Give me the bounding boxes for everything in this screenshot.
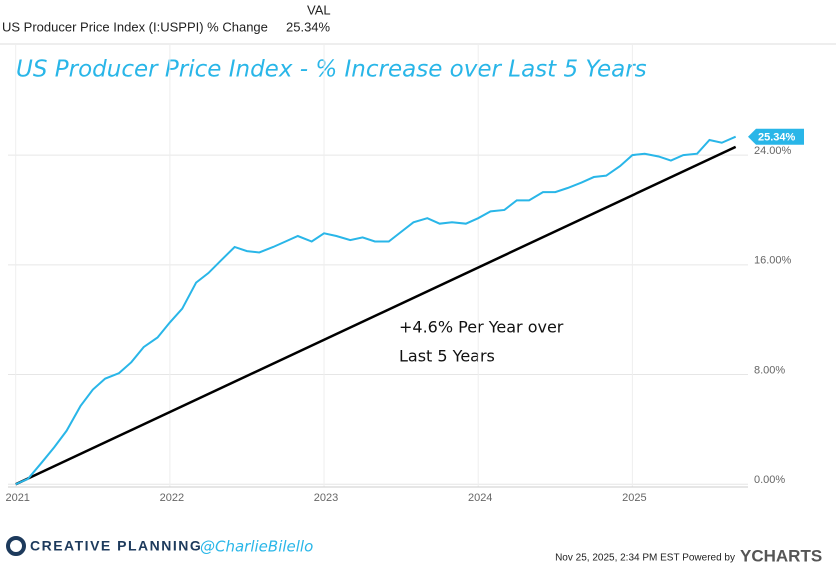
trend-line: [15, 145, 737, 486]
x-tick-label: 2023: [314, 492, 338, 504]
header-column: VAL: [307, 2, 331, 17]
x-tick-label: 2022: [160, 492, 184, 504]
timestamp: Nov 25, 2025, 2:34 PM EST Powered by: [555, 553, 735, 564]
annotation: Last 5 Years: [399, 347, 495, 366]
header-series: US Producer Price Index (I:USPPI) % Chan…: [2, 19, 268, 34]
y-tick-label: 8.00%: [754, 364, 785, 376]
y-tick-label: 0.00%: [754, 474, 785, 486]
annotation: +4.6% Per Year over: [399, 318, 564, 337]
value-badge-label: 25.34%: [758, 132, 796, 144]
x-tick-label: 2021: [5, 492, 29, 504]
header-value: 25.34%: [286, 19, 331, 34]
footer-logo: CREATIVE PLANNING @CharlieBilello: [6, 536, 313, 556]
handle: @CharlieBilello: [200, 538, 313, 556]
series-line: [15, 135, 737, 486]
logo-icon: [6, 536, 26, 556]
ycharts-logo: YCHARTS: [740, 546, 822, 565]
brand: CREATIVE PLANNING: [30, 538, 202, 554]
chart-title: US Producer Price Index - % Increase ove…: [16, 57, 647, 83]
y-tick-label: 16.00%: [754, 255, 792, 267]
x-tick-label: 2024: [468, 492, 492, 504]
y-tick-label: 24.00%: [754, 145, 792, 157]
value-badge: [748, 128, 804, 145]
x-tick-label: 2025: [622, 492, 646, 504]
